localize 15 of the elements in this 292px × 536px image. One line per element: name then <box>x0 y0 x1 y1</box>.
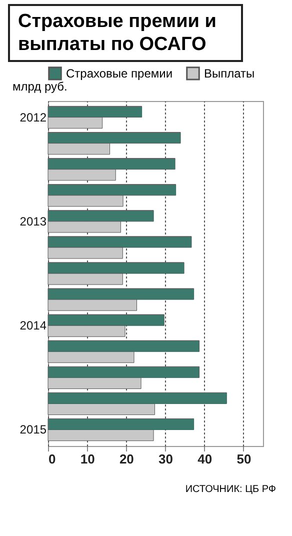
legend-label: Выплаты <box>204 66 255 80</box>
y-tick-label: 2013 <box>20 214 47 228</box>
text: ИСТОЧНИК: ЦБ РФ <box>184 484 276 495</box>
x-tick-label: 20 <box>119 452 134 466</box>
x-tick-label: 0 <box>48 452 56 466</box>
legend-label: Страховые премии <box>66 66 173 80</box>
x-tick-label: 10 <box>80 452 95 466</box>
y-tick-label: 2015 <box>20 422 47 437</box>
x-tick-label: 40 <box>198 452 212 466</box>
y-axis-title: млрд руб. <box>12 80 68 94</box>
x-tick-label: 50 <box>236 452 252 466</box>
y-tick-label: 2012 <box>20 110 47 124</box>
chart-title: Страховые премии и выплаты по ОСАГО <box>8 4 243 62</box>
y-tick-label: 2014 <box>20 318 47 333</box>
x-tick-label: 30 <box>158 452 174 466</box>
